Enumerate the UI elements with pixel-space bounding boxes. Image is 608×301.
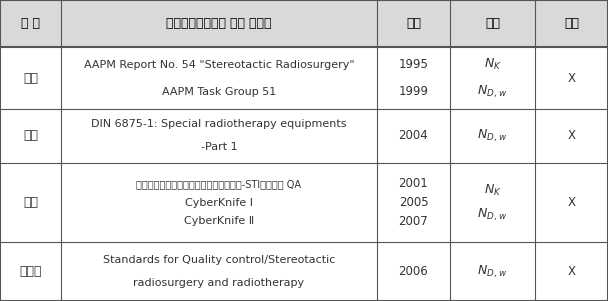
- Text: $N_{D,\,w}$: $N_{D,\,w}$: [477, 128, 508, 144]
- Text: X: X: [567, 129, 576, 142]
- Text: 2004: 2004: [399, 129, 428, 142]
- Text: CyberKnife Ⅰ: CyberKnife Ⅰ: [185, 197, 253, 208]
- Text: 2001: 2001: [399, 177, 428, 191]
- Text: 캐나다: 캐나다: [19, 265, 42, 278]
- Text: 규제: 규제: [564, 17, 579, 30]
- Text: X: X: [567, 72, 576, 85]
- Text: 1995: 1995: [398, 58, 429, 71]
- Text: 국 가: 국 가: [21, 17, 40, 30]
- Text: $N_K$: $N_K$: [483, 183, 502, 198]
- Text: 定位放射線照射のための線量標準測定法-STIの線量と QA: 定位放射線照射のための線量標準測定法-STIの線量と QA: [136, 179, 302, 189]
- Text: $N_{D,\,w}$: $N_{D,\,w}$: [477, 263, 508, 280]
- Text: 일본: 일본: [23, 196, 38, 209]
- Text: -Part 1: -Part 1: [201, 142, 237, 152]
- Text: X: X: [567, 265, 576, 278]
- Text: 연도: 연도: [406, 17, 421, 30]
- Text: Standards for Quality control/Stereotactic: Standards for Quality control/Stereotact…: [103, 255, 335, 265]
- Bar: [0, 0, 608, 47]
- Text: 2006: 2006: [399, 265, 428, 278]
- Text: 1999: 1999: [398, 85, 429, 98]
- Text: 2007: 2007: [399, 215, 428, 228]
- Text: DIN 6875-1: Special radiotherapy equipments: DIN 6875-1: Special radiotherapy equipme…: [91, 119, 347, 129]
- Text: X: X: [567, 196, 576, 209]
- Text: CyberKnife Ⅱ: CyberKnife Ⅱ: [184, 216, 254, 226]
- Text: $N_K$: $N_K$: [483, 57, 502, 72]
- Text: 정위적방사선수술 관련 절차서: 정위적방사선수술 관련 절차서: [166, 17, 272, 30]
- Text: 2005: 2005: [399, 196, 428, 209]
- Text: radiosurgery and radiotherapy: radiosurgery and radiotherapy: [133, 278, 305, 288]
- Text: $N_{D,\,w}$: $N_{D,\,w}$: [477, 206, 508, 223]
- Text: 독일: 독일: [23, 129, 38, 142]
- Text: 미국: 미국: [23, 72, 38, 85]
- Text: 표준: 표준: [485, 17, 500, 30]
- Text: AAPM Task Group 51: AAPM Task Group 51: [162, 87, 276, 97]
- Text: AAPM Report No. 54 "Stereotactic Radiosurgery": AAPM Report No. 54 "Stereotactic Radiosu…: [83, 60, 354, 70]
- Text: $N_{D,\,w}$: $N_{D,\,w}$: [477, 83, 508, 100]
